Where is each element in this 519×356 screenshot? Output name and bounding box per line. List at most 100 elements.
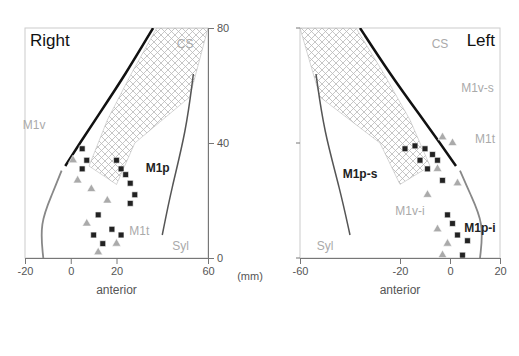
point (433, 164, 442, 172)
annotation: Syl (172, 239, 189, 253)
point (82, 218, 91, 226)
point (433, 224, 442, 232)
tick-mark (400, 258, 401, 264)
annotation: M1t (475, 132, 496, 146)
tick: -20 (18, 258, 34, 277)
point (91, 232, 97, 238)
tick: 60 (202, 258, 214, 277)
axis-title: anterior (96, 283, 137, 297)
point (114, 157, 120, 163)
point (412, 143, 418, 149)
point (443, 239, 452, 247)
point (103, 195, 112, 203)
tick: 0 (208, 252, 223, 264)
panel-title: Left (467, 31, 496, 50)
tick-mark (117, 258, 118, 264)
annotation: M1p (146, 161, 170, 175)
point (100, 241, 106, 247)
annotation: M1v-s (461, 81, 494, 95)
tick-mark (300, 258, 301, 264)
annotation: M1t (129, 224, 150, 238)
tick-label: 40 (217, 137, 229, 149)
annotation: M1p-i (464, 221, 495, 235)
point (127, 180, 133, 186)
point (422, 146, 428, 152)
tick: 20 (494, 258, 506, 277)
point (132, 192, 138, 198)
tick-label: -60 (293, 265, 309, 277)
point (94, 247, 103, 255)
axis-title: anterior (380, 283, 421, 297)
tick: -20 (393, 258, 409, 277)
annotation: Syl (317, 239, 334, 253)
tick-mark (208, 28, 214, 29)
central-sulcus (360, 28, 456, 166)
annotation: CS (432, 37, 449, 51)
tick-mark (208, 258, 214, 259)
x-axis: -60 -20 0 20 (293, 258, 507, 277)
point (453, 178, 462, 186)
panel: CSM1v-sM1p-sM1tM1v-iM1p-iSyl-60-20020ant… (293, 28, 507, 297)
point (460, 252, 466, 258)
plot-area (42, 28, 208, 258)
plot-area (300, 28, 482, 258)
point (423, 190, 432, 198)
cortex-region (89, 28, 208, 184)
cortex-edge (162, 74, 193, 235)
point (445, 212, 451, 218)
tick-label: 20 (494, 265, 506, 277)
point (118, 232, 124, 238)
tick-mark (450, 258, 451, 264)
annotations: CSM1vM1pM1tSyl (23, 37, 194, 252)
point (425, 166, 431, 172)
point (435, 157, 441, 163)
point (455, 232, 461, 238)
point (79, 166, 85, 172)
tick-mark (296, 143, 300, 144)
tick-label: -20 (18, 265, 34, 277)
tick-label: 0 (68, 265, 74, 277)
point (118, 166, 124, 172)
tick-label: 0 (217, 252, 223, 264)
plot-frame (25, 28, 208, 258)
annotation: M1v-i (395, 204, 424, 218)
point (438, 132, 447, 140)
tick-mark (296, 258, 300, 259)
cortex-edge (316, 74, 350, 235)
tick: 80 (208, 22, 229, 34)
tick-mark (25, 258, 26, 264)
tick-mark (71, 258, 72, 264)
tick: 0 (447, 258, 453, 277)
point (109, 226, 115, 232)
tick-mark (296, 28, 300, 29)
annotation: CS (177, 37, 194, 51)
point (73, 175, 82, 183)
tick: 20 (111, 258, 123, 277)
tick-label: 0 (447, 265, 453, 277)
tick-label: 80 (217, 22, 229, 34)
point (402, 146, 408, 152)
point (440, 177, 446, 183)
point (95, 212, 101, 218)
tick-mark (208, 143, 214, 144)
plot-frame (300, 28, 500, 258)
central-sulcus (65, 28, 153, 166)
point (438, 250, 447, 258)
point (87, 184, 96, 192)
x-axis: -20 0 20 60 (18, 258, 215, 277)
point (127, 200, 133, 206)
axis-title: (mm) (237, 270, 263, 282)
figure: CSM1vM1pM1tSyl-2002060anterior04080(mm)R… (0, 0, 519, 356)
point (448, 138, 457, 146)
point (112, 239, 121, 247)
sylvian-fissure (42, 171, 62, 258)
points (69, 146, 138, 255)
annotations: CSM1v-sM1p-sM1tM1v-iM1p-iSyl (317, 37, 496, 252)
point (123, 172, 129, 178)
point (84, 157, 90, 163)
point (69, 155, 78, 163)
cortex-region (300, 28, 430, 184)
tick-label: 60 (202, 265, 214, 277)
points (402, 132, 470, 258)
point (79, 146, 85, 152)
